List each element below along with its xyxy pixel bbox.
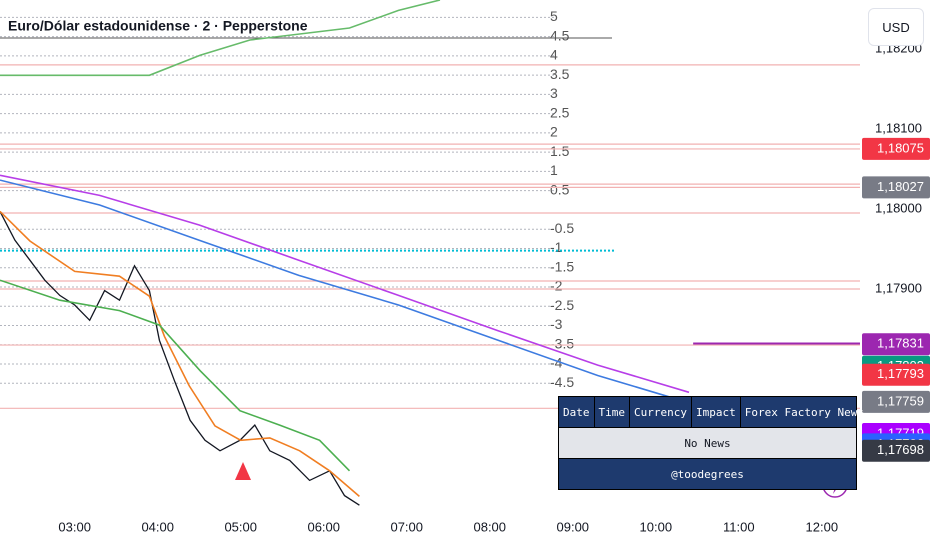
level-label: -4.5 xyxy=(550,374,574,390)
y-tick-label: 1,18100 xyxy=(875,120,922,135)
price-badge-label: 1,17793 xyxy=(877,366,924,381)
chart-title: Euro/Dólar estadounidense · 2 · Pepperst… xyxy=(8,18,308,34)
x-tick-label: 08:00 xyxy=(473,519,506,534)
level-label: -0.5 xyxy=(550,220,574,236)
level-label: 2 xyxy=(550,124,558,140)
currency-button[interactable]: USD xyxy=(868,8,924,46)
level-label: 3 xyxy=(550,85,558,101)
series-line xyxy=(0,179,681,402)
price-badge xyxy=(862,176,930,199)
price-badge-label: 1,17698 xyxy=(877,442,924,457)
level-label: -4 xyxy=(550,355,563,371)
level-label: 4 xyxy=(550,47,558,63)
level-label: -2 xyxy=(550,278,563,294)
level-label: -2.5 xyxy=(550,297,574,313)
level-label: 2.5 xyxy=(550,104,570,120)
price-badge xyxy=(862,390,930,413)
level-label: -3 xyxy=(550,316,563,332)
x-tick-label: 07:00 xyxy=(390,519,423,534)
level-label: -3.5 xyxy=(550,335,574,351)
series-line xyxy=(0,0,441,77)
header-cell: Impact xyxy=(692,397,741,427)
price-badge-label: 1,18075 xyxy=(877,140,924,155)
level-label: 1 xyxy=(550,162,558,178)
x-tick-label: 03:00 xyxy=(58,519,91,534)
price-badge xyxy=(862,333,930,356)
series-line xyxy=(0,211,360,506)
table-message: No News xyxy=(559,427,856,459)
price-badge-label: 1,18027 xyxy=(877,179,924,194)
x-tick-label: 05:00 xyxy=(224,519,257,534)
price-badge xyxy=(862,137,930,160)
level-label: -1.5 xyxy=(550,258,574,274)
series-line xyxy=(0,210,360,498)
header-cell: Currency xyxy=(630,397,692,427)
signal-arrow xyxy=(235,462,251,480)
x-tick-label: 11:00 xyxy=(723,519,755,534)
level-label: 1.5 xyxy=(550,143,570,159)
price-badge-label: 1,17831 xyxy=(877,336,924,351)
level-label: 4.5 xyxy=(550,27,570,43)
level-label: 5 xyxy=(550,8,558,24)
table-header: Date Time Currency Impact Forex Factory … xyxy=(559,397,864,427)
series-line xyxy=(0,174,690,394)
price-badge-label: 1,17759 xyxy=(877,393,924,408)
news-table: Date Time Currency Impact Forex Factory … xyxy=(558,396,864,490)
table-footer: @toodegrees xyxy=(559,459,856,489)
header-cell: Forex Factory News xyxy=(744,405,864,419)
x-tick-label: 12:00 xyxy=(806,519,839,534)
header-cell: Date xyxy=(559,397,595,427)
header-cell: Time xyxy=(595,397,630,427)
x-tick-label: 09:00 xyxy=(557,519,590,534)
x-tick-label: 04:00 xyxy=(141,519,174,534)
y-tick-label: 1,17900 xyxy=(875,280,922,295)
level-label: 0.5 xyxy=(550,181,570,197)
series-line xyxy=(0,279,351,472)
x-tick-label: 10:00 xyxy=(640,519,673,534)
x-tick-label: 06:00 xyxy=(307,519,340,534)
price-badge xyxy=(862,363,930,386)
level-label: -1 xyxy=(550,239,563,255)
price-badge xyxy=(862,439,930,462)
level-label: 3.5 xyxy=(550,66,570,82)
y-tick-label: 1,18000 xyxy=(875,200,922,215)
